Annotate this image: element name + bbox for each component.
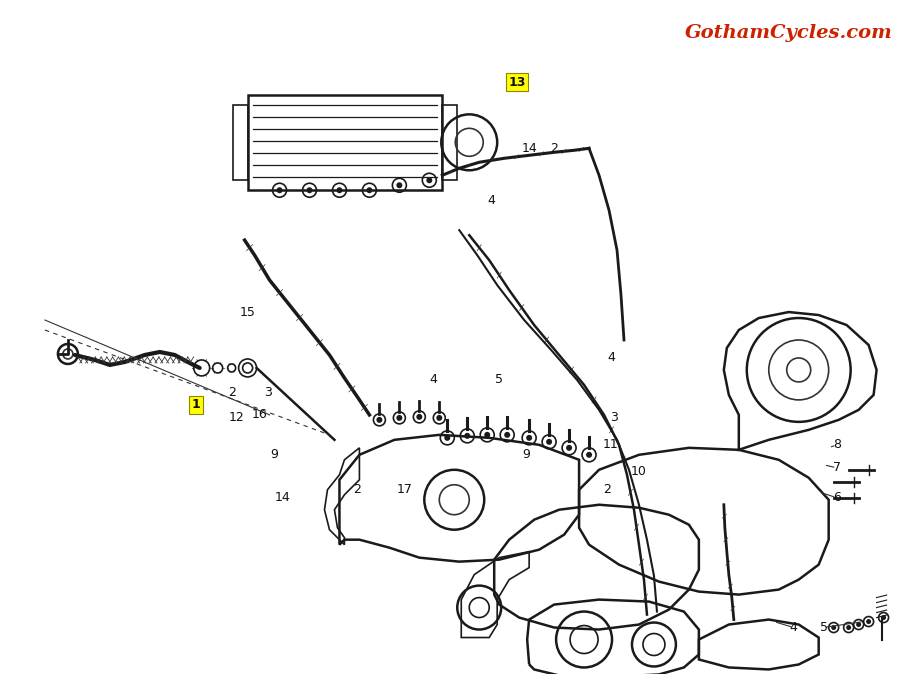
Text: 9: 9 <box>270 448 278 461</box>
Text: 3: 3 <box>609 411 618 425</box>
Text: 8: 8 <box>832 438 840 452</box>
Text: 11: 11 <box>603 438 618 452</box>
Bar <box>247 95 442 190</box>
Circle shape <box>436 415 442 421</box>
Circle shape <box>396 415 402 421</box>
Text: 4: 4 <box>789 621 797 634</box>
Text: 4: 4 <box>607 352 614 364</box>
Circle shape <box>483 432 490 438</box>
Text: 4: 4 <box>429 373 437 386</box>
Circle shape <box>865 619 870 624</box>
Text: 4: 4 <box>487 194 494 207</box>
Text: 17: 17 <box>396 483 412 496</box>
Circle shape <box>306 187 312 193</box>
Text: GothamCycles.com: GothamCycles.com <box>684 24 891 43</box>
Circle shape <box>546 439 551 445</box>
Text: 2: 2 <box>603 483 610 496</box>
Circle shape <box>425 178 432 183</box>
Text: 2: 2 <box>550 142 558 155</box>
Circle shape <box>830 625 835 630</box>
Text: 9: 9 <box>522 448 529 461</box>
Circle shape <box>845 625 850 630</box>
Circle shape <box>277 187 282 193</box>
Text: 12: 12 <box>229 411 244 425</box>
Circle shape <box>416 414 422 420</box>
Bar <box>442 105 457 180</box>
Bar <box>233 105 247 180</box>
Circle shape <box>336 187 342 193</box>
Text: 14: 14 <box>521 142 537 155</box>
Text: 16: 16 <box>252 408 267 421</box>
Circle shape <box>444 435 449 441</box>
Text: 1: 1 <box>191 398 199 411</box>
Text: 7: 7 <box>832 461 840 475</box>
Text: 5: 5 <box>819 621 827 634</box>
Circle shape <box>880 615 885 620</box>
Circle shape <box>376 417 382 423</box>
Text: 2: 2 <box>227 386 235 400</box>
Circle shape <box>504 432 510 438</box>
Text: 5: 5 <box>494 373 503 386</box>
Circle shape <box>856 622 860 627</box>
Circle shape <box>464 433 470 439</box>
Text: 10: 10 <box>630 465 646 479</box>
Circle shape <box>526 435 531 441</box>
Circle shape <box>366 187 372 193</box>
Text: 13: 13 <box>508 76 526 89</box>
Text: 14: 14 <box>275 491 290 504</box>
Text: 2: 2 <box>353 483 361 496</box>
Text: 3: 3 <box>264 386 271 400</box>
Circle shape <box>396 182 402 188</box>
Circle shape <box>565 445 572 451</box>
Text: 15: 15 <box>240 306 255 319</box>
Circle shape <box>585 452 592 458</box>
Text: 6: 6 <box>832 491 840 504</box>
